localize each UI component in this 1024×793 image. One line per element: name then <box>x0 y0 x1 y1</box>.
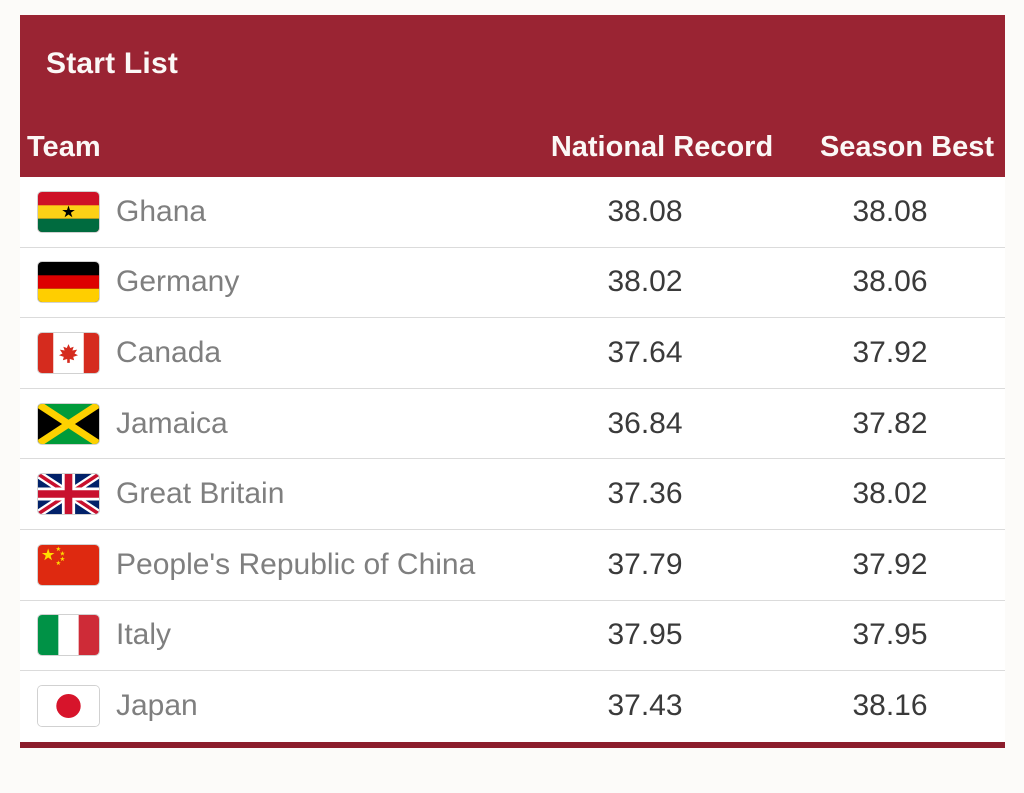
team-list: Ghana 38.08 38.08 Germany 38.02 38.06 Ca… <box>20 177 1005 742</box>
panel-header: Start List Team National Record Season B… <box>20 15 1005 177</box>
team-name: Germany <box>116 265 240 299</box>
flag-de-icon <box>38 262 99 303</box>
national-record-value: 37.36 <box>607 477 683 511</box>
table-row: People's Republic of China 37.79 37.92 <box>20 529 1005 601</box>
table-row: Ghana 38.08 38.08 <box>20 177 1005 248</box>
page-title: Start List <box>46 47 179 80</box>
flag-gb-icon <box>38 474 99 515</box>
team-name: Canada <box>116 335 222 369</box>
national-record-value: 37.43 <box>607 689 683 723</box>
flag-cn-icon <box>38 544 99 585</box>
column-header-national-record: National Record <box>550 131 774 163</box>
flag-gh-icon <box>38 191 99 232</box>
national-record-value: 37.79 <box>607 547 683 581</box>
table-row: Jamaica 36.84 37.82 <box>20 388 1005 460</box>
season-best-value: 37.92 <box>852 335 928 369</box>
national-record-value: 37.95 <box>607 618 683 652</box>
national-record-value: 38.08 <box>607 194 683 228</box>
season-best-value: 38.06 <box>852 265 928 299</box>
flag-jm-icon <box>38 403 99 444</box>
national-record-value: 38.02 <box>607 265 683 299</box>
national-record-value: 36.84 <box>607 406 683 440</box>
team-name: People's Republic of China <box>116 547 476 581</box>
season-best-value: 38.16 <box>852 689 928 723</box>
flag-ca-icon <box>38 332 99 373</box>
team-name: Japan <box>116 689 198 723</box>
season-best-value: 37.82 <box>852 406 928 440</box>
table-row: Great Britain 37.36 38.02 <box>20 459 1005 530</box>
table-row: Germany 38.02 38.06 <box>20 247 1005 319</box>
table-row: Japan 37.43 38.16 <box>20 671 1005 742</box>
national-record-value: 37.64 <box>607 335 683 369</box>
column-header-team: Team <box>27 131 101 163</box>
table-row: Canada 37.64 37.92 <box>20 318 1005 389</box>
table-header-row: Team National Record Season Best <box>20 131 1005 177</box>
season-best-value: 38.02 <box>852 477 928 511</box>
season-best-value: 37.95 <box>852 618 928 652</box>
flag-it-icon <box>38 615 99 656</box>
team-name: Jamaica <box>116 406 228 440</box>
team-name: Italy <box>116 618 172 652</box>
start-list-panel: Start List Team National Record Season B… <box>20 15 1005 748</box>
team-name: Great Britain <box>116 477 285 511</box>
team-name: Ghana <box>116 194 207 228</box>
table-row: Italy 37.95 37.95 <box>20 600 1005 672</box>
column-header-season-best: Season Best <box>819 131 995 163</box>
bottom-accent-bar <box>20 741 1005 748</box>
flag-jp-icon <box>38 686 99 727</box>
season-best-value: 37.92 <box>852 547 928 581</box>
season-best-value: 38.08 <box>852 194 928 228</box>
